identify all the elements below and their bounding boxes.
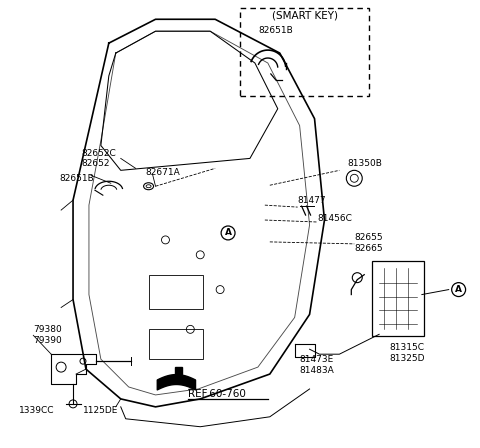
Text: 82665: 82665 <box>354 244 383 254</box>
Text: 79380: 79380 <box>33 325 62 334</box>
Text: 82651B: 82651B <box>258 26 293 34</box>
Text: (SMART KEY): (SMART KEY) <box>272 10 337 20</box>
Text: 82651B: 82651B <box>59 174 94 183</box>
Polygon shape <box>175 367 182 374</box>
Text: 1125DE: 1125DE <box>83 406 119 415</box>
Text: REF.60-760: REF.60-760 <box>188 389 246 399</box>
Text: 79390: 79390 <box>33 336 62 345</box>
Text: A: A <box>225 228 231 237</box>
Text: 81325D: 81325D <box>389 353 425 363</box>
Text: 81456C: 81456C <box>317 214 352 223</box>
Text: 81350B: 81350B <box>348 159 382 168</box>
Text: 82655: 82655 <box>354 233 383 242</box>
Text: 82652C: 82652C <box>81 149 116 158</box>
Text: 81315C: 81315C <box>389 343 424 352</box>
Text: 81483A: 81483A <box>300 366 335 375</box>
Text: A: A <box>455 285 462 294</box>
Text: 82671A: 82671A <box>145 168 180 177</box>
Text: 81473E: 81473E <box>300 355 334 364</box>
Text: 81477: 81477 <box>298 196 326 205</box>
Text: 1339CC: 1339CC <box>19 406 55 415</box>
Text: 82652: 82652 <box>81 159 109 168</box>
